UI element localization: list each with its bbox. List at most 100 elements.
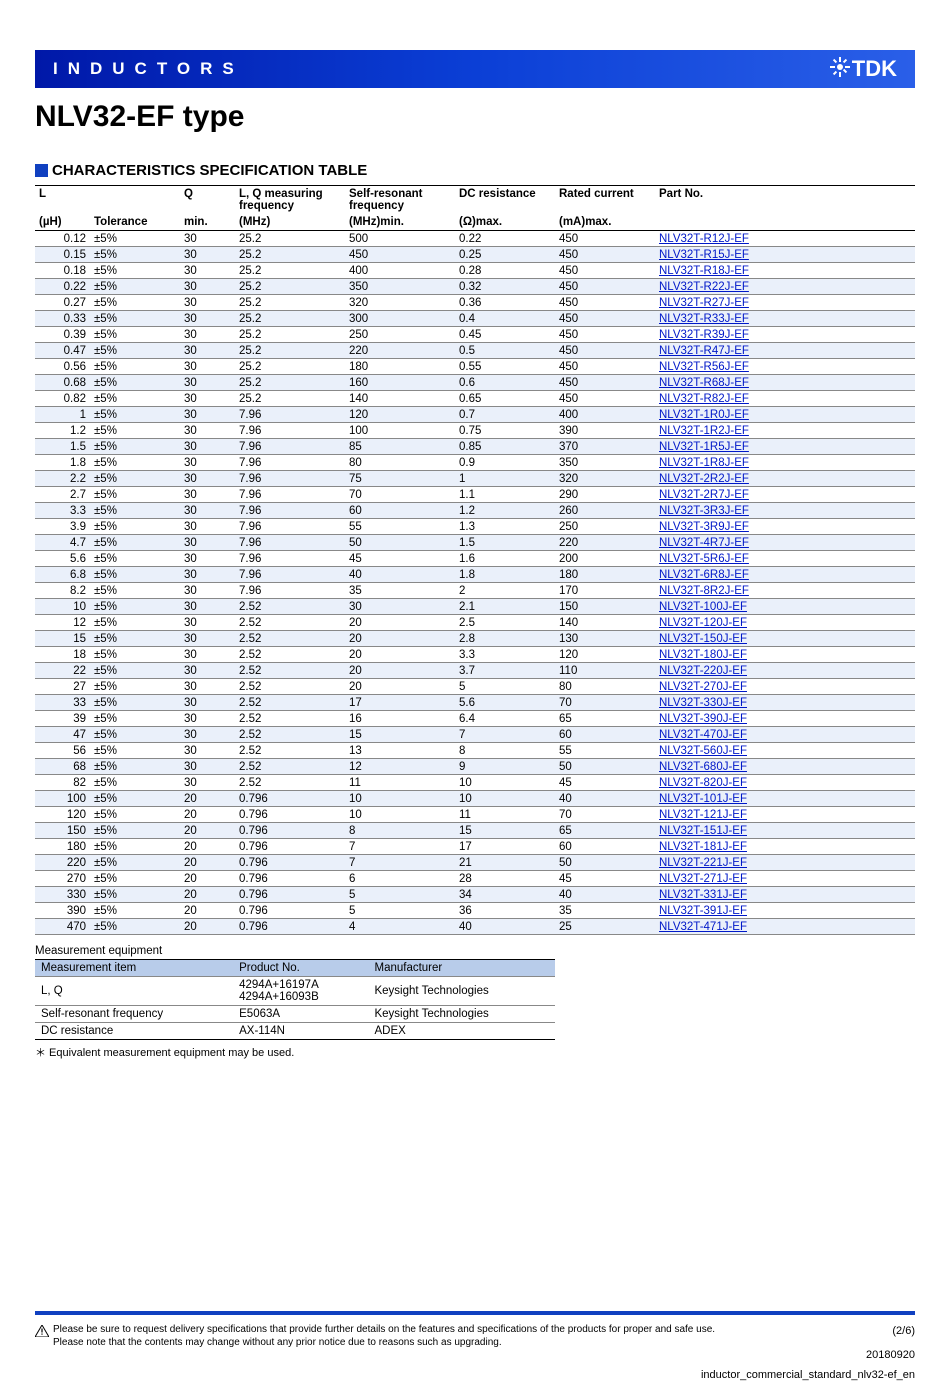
partno-link[interactable]: NLV32T-1R2J-EF: [659, 425, 749, 437]
partno-link[interactable]: NLV32T-150J-EF: [659, 633, 747, 645]
cell-partno[interactable]: NLV32T-R47J-EF: [655, 343, 915, 359]
cell-partno[interactable]: NLV32T-101J-EF: [655, 791, 915, 807]
table-subheader-cell: Tolerance: [90, 214, 180, 231]
partno-link[interactable]: NLV32T-820J-EF: [659, 777, 747, 789]
cell-partno[interactable]: NLV32T-5R6J-EF: [655, 551, 915, 567]
cell-partno[interactable]: NLV32T-270J-EF: [655, 679, 915, 695]
cell-partno[interactable]: NLV32T-3R3J-EF: [655, 503, 915, 519]
partno-link[interactable]: NLV32T-4R7J-EF: [659, 537, 749, 549]
cell-inductance: 1.5: [35, 439, 90, 455]
partno-link[interactable]: NLV32T-R27J-EF: [659, 297, 749, 309]
table-row: 220±5%200.79672150NLV32T-221J-EF: [35, 855, 915, 871]
cell-partno[interactable]: NLV32T-180J-EF: [655, 647, 915, 663]
partno-link[interactable]: NLV32T-5R6J-EF: [659, 553, 749, 565]
partno-link[interactable]: NLV32T-R47J-EF: [659, 345, 749, 357]
partno-link[interactable]: NLV32T-R39J-EF: [659, 329, 749, 341]
partno-link[interactable]: NLV32T-470J-EF: [659, 729, 747, 741]
cell-value: 35: [345, 583, 455, 599]
partno-link[interactable]: NLV32T-120J-EF: [659, 617, 747, 629]
cell-value: 220: [555, 535, 655, 551]
measurement-table: Measurement itemProduct No.Manufacturer …: [35, 959, 555, 1040]
cell-partno[interactable]: NLV32T-271J-EF: [655, 871, 915, 887]
partno-link[interactable]: NLV32T-331J-EF: [659, 889, 747, 901]
partno-link[interactable]: NLV32T-1R5J-EF: [659, 441, 749, 453]
cell-partno[interactable]: NLV32T-121J-EF: [655, 807, 915, 823]
cell-partno[interactable]: NLV32T-150J-EF: [655, 631, 915, 647]
cell-partno[interactable]: NLV32T-6R8J-EF: [655, 567, 915, 583]
cell-partno[interactable]: NLV32T-820J-EF: [655, 775, 915, 791]
cell-partno[interactable]: NLV32T-1R0J-EF: [655, 407, 915, 423]
cell-partno[interactable]: NLV32T-R15J-EF: [655, 247, 915, 263]
partno-link[interactable]: NLV32T-2R2J-EF: [659, 473, 749, 485]
cell-value: 140: [345, 391, 455, 407]
cell-partno[interactable]: NLV32T-1R2J-EF: [655, 423, 915, 439]
cell-partno[interactable]: NLV32T-470J-EF: [655, 727, 915, 743]
cell-partno[interactable]: NLV32T-2R7J-EF: [655, 487, 915, 503]
partno-link[interactable]: NLV32T-180J-EF: [659, 649, 747, 661]
cell-partno[interactable]: NLV32T-R39J-EF: [655, 327, 915, 343]
partno-link[interactable]: NLV32T-270J-EF: [659, 681, 747, 693]
partno-link[interactable]: NLV32T-101J-EF: [659, 793, 747, 805]
partno-link[interactable]: NLV32T-221J-EF: [659, 857, 747, 869]
partno-link[interactable]: NLV32T-100J-EF: [659, 601, 747, 613]
partno-link[interactable]: NLV32T-R22J-EF: [659, 281, 749, 293]
cell-partno[interactable]: NLV32T-R12J-EF: [655, 231, 915, 247]
cell-value: ±5%: [90, 807, 180, 823]
partno-link[interactable]: NLV32T-1R8J-EF: [659, 457, 749, 469]
partno-link[interactable]: NLV32T-6R8J-EF: [659, 569, 749, 581]
cell-partno[interactable]: NLV32T-8R2J-EF: [655, 583, 915, 599]
cell-partno[interactable]: NLV32T-471J-EF: [655, 919, 915, 935]
cell-partno[interactable]: NLV32T-R18J-EF: [655, 263, 915, 279]
cell-partno[interactable]: NLV32T-3R9J-EF: [655, 519, 915, 535]
partno-link[interactable]: NLV32T-330J-EF: [659, 697, 747, 709]
cell-partno[interactable]: NLV32T-120J-EF: [655, 615, 915, 631]
partno-link[interactable]: NLV32T-181J-EF: [659, 841, 747, 853]
cell-partno[interactable]: NLV32T-4R7J-EF: [655, 535, 915, 551]
partno-link[interactable]: NLV32T-R82J-EF: [659, 393, 749, 405]
partno-link[interactable]: NLV32T-391J-EF: [659, 905, 747, 917]
partno-link[interactable]: NLV32T-471J-EF: [659, 921, 747, 933]
cell-partno[interactable]: NLV32T-151J-EF: [655, 823, 915, 839]
partno-link[interactable]: NLV32T-121J-EF: [659, 809, 747, 821]
partno-link[interactable]: NLV32T-271J-EF: [659, 873, 747, 885]
cell-partno[interactable]: NLV32T-220J-EF: [655, 663, 915, 679]
cell-partno[interactable]: NLV32T-680J-EF: [655, 759, 915, 775]
partno-link[interactable]: NLV32T-R12J-EF: [659, 233, 749, 245]
cell-value: ±5%: [90, 647, 180, 663]
partno-link[interactable]: NLV32T-3R3J-EF: [659, 505, 749, 517]
cell-partno[interactable]: NLV32T-1R8J-EF: [655, 455, 915, 471]
cell-partno[interactable]: NLV32T-R68J-EF: [655, 375, 915, 391]
partno-link[interactable]: NLV32T-560J-EF: [659, 745, 747, 757]
cell-value: 28: [455, 871, 555, 887]
partno-link[interactable]: NLV32T-8R2J-EF: [659, 585, 749, 597]
cell-partno[interactable]: NLV32T-390J-EF: [655, 711, 915, 727]
cell-partno[interactable]: NLV32T-331J-EF: [655, 887, 915, 903]
cell-partno[interactable]: NLV32T-R33J-EF: [655, 311, 915, 327]
partno-link[interactable]: NLV32T-R56J-EF: [659, 361, 749, 373]
partno-link[interactable]: NLV32T-R15J-EF: [659, 249, 749, 261]
cell-inductance: 0.33: [35, 311, 90, 327]
cell-partno[interactable]: NLV32T-181J-EF: [655, 839, 915, 855]
partno-link[interactable]: NLV32T-3R9J-EF: [659, 521, 749, 533]
cell-partno[interactable]: NLV32T-221J-EF: [655, 855, 915, 871]
partno-link[interactable]: NLV32T-680J-EF: [659, 761, 747, 773]
cell-value: 20: [345, 615, 455, 631]
cell-partno[interactable]: NLV32T-R27J-EF: [655, 295, 915, 311]
partno-link[interactable]: NLV32T-R33J-EF: [659, 313, 749, 325]
cell-partno[interactable]: NLV32T-560J-EF: [655, 743, 915, 759]
cell-partno[interactable]: NLV32T-1R5J-EF: [655, 439, 915, 455]
cell-partno[interactable]: NLV32T-R82J-EF: [655, 391, 915, 407]
partno-link[interactable]: NLV32T-151J-EF: [659, 825, 747, 837]
partno-link[interactable]: NLV32T-220J-EF: [659, 665, 747, 677]
partno-link[interactable]: NLV32T-390J-EF: [659, 713, 747, 725]
cell-partno[interactable]: NLV32T-2R2J-EF: [655, 471, 915, 487]
cell-partno[interactable]: NLV32T-R56J-EF: [655, 359, 915, 375]
cell-partno[interactable]: NLV32T-100J-EF: [655, 599, 915, 615]
partno-link[interactable]: NLV32T-R18J-EF: [659, 265, 749, 277]
cell-partno[interactable]: NLV32T-330J-EF: [655, 695, 915, 711]
cell-partno[interactable]: NLV32T-R22J-EF: [655, 279, 915, 295]
partno-link[interactable]: NLV32T-2R7J-EF: [659, 489, 749, 501]
cell-partno[interactable]: NLV32T-391J-EF: [655, 903, 915, 919]
partno-link[interactable]: NLV32T-1R0J-EF: [659, 409, 749, 421]
partno-link[interactable]: NLV32T-R68J-EF: [659, 377, 749, 389]
